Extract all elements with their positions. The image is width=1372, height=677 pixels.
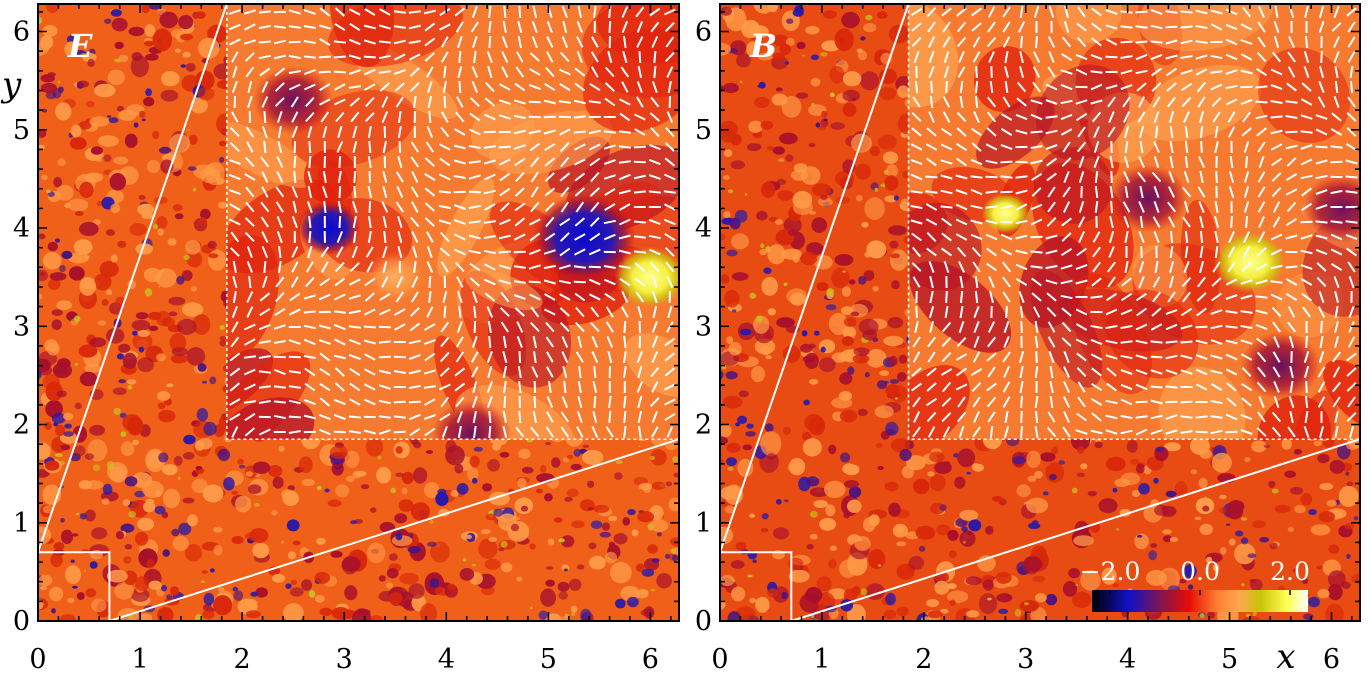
vector-field — [228, 5, 676, 439]
x-tick-label: 4 — [438, 644, 455, 675]
source-box — [720, 551, 793, 621]
x-tick-label: 1 — [132, 644, 149, 675]
source-box — [38, 551, 111, 621]
x-tick-label: 3 — [1017, 644, 1034, 675]
plot-frame — [719, 3, 1361, 622]
x-tick-label: 4 — [1119, 644, 1136, 675]
y-tick-label: 5 — [695, 115, 712, 146]
y-tick-label: 6 — [13, 17, 30, 48]
panel-label: B — [749, 27, 777, 65]
feature-min-0 — [253, 66, 334, 135]
vector-field — [910, 5, 1358, 439]
plot-frame — [37, 3, 680, 622]
axis-ticks — [719, 4, 1360, 622]
x-tick-label: 0 — [711, 644, 728, 675]
colorbar-tick-label: −2.0 — [1080, 557, 1141, 586]
colorbar-tick-label: 0.0 — [1180, 557, 1220, 586]
x-tick-label: 5 — [1221, 644, 1238, 675]
x-tick-label: 2 — [234, 644, 251, 675]
y-tick-label: 1 — [695, 508, 712, 539]
x-tick-label: 3 — [336, 644, 353, 675]
panel-e: E 0 1 2 3 4 5 6 0 1 2 3 4 5 6 y — [0, 3, 680, 675]
y-tick-label: 3 — [13, 311, 30, 342]
feature-min-5 — [431, 400, 512, 440]
feature-min-2 — [532, 193, 637, 282]
feature-max-0 — [981, 192, 1030, 234]
y-tick-label: 2 — [695, 410, 712, 441]
y-tick-label: 3 — [695, 311, 712, 342]
zoom-inset — [226, 3, 680, 440]
x-tick-label: 0 — [29, 644, 46, 675]
zoom-connector-line — [109, 438, 680, 622]
y-tick-label: 0 — [695, 606, 712, 637]
y-tick-label: 4 — [695, 213, 712, 244]
axis-ticks — [37, 4, 679, 622]
y-tick-label: 2 — [13, 410, 30, 441]
feature-min-3 — [1108, 164, 1188, 233]
y-tick-label: 0 — [13, 606, 30, 637]
y-tick-label: 6 — [695, 17, 712, 48]
x-tick-label: 1 — [813, 644, 830, 675]
zoom-inset — [907, 3, 1361, 440]
y-tick-label: 1 — [13, 508, 30, 539]
x-tick-label: 5 — [540, 644, 557, 675]
zoom-connector-line — [719, 3, 910, 553]
x-tick-label: 2 — [915, 644, 932, 675]
feature-min-2 — [1240, 331, 1321, 400]
y-axis-label: y — [0, 65, 22, 105]
colorbar-gradient — [1092, 590, 1308, 612]
feature-min-1 — [296, 200, 361, 256]
x-tick-label: 6 — [642, 644, 659, 675]
y-tick-label: 4 — [13, 213, 30, 244]
zoom-connector-line — [37, 3, 228, 553]
x-axis-label: x — [1276, 637, 1295, 677]
x-tick-label: 6 — [1323, 644, 1340, 675]
zoom-connector-line — [790, 438, 1361, 622]
panel-label: E — [67, 27, 93, 65]
feature-max-4 — [365, 251, 426, 303]
feature-min-4 — [1301, 174, 1360, 243]
colorbar: −2.0 0.0 2.0 — [1080, 557, 1310, 612]
colorbar-tick-label: 2.0 — [1270, 557, 1310, 586]
y-tick-label: 5 — [13, 115, 30, 146]
feature-max-3 — [614, 246, 679, 308]
